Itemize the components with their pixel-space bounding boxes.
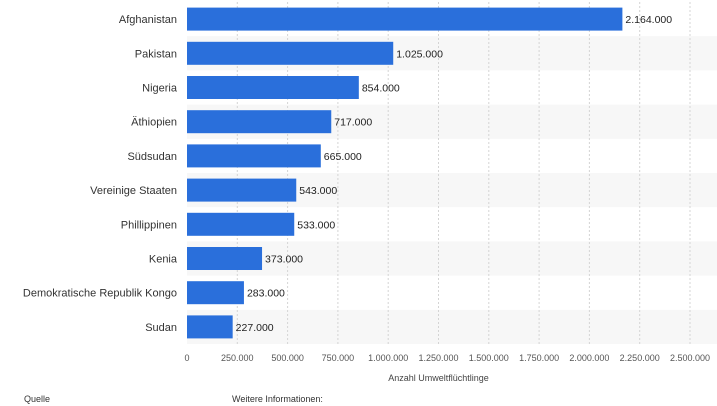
category-label: Pakistan (135, 48, 177, 60)
value-label: 533.000 (297, 219, 335, 231)
value-label: 2.164.000 (625, 14, 672, 26)
bar (187, 110, 332, 134)
value-label: 1.025.000 (396, 48, 443, 60)
bar (187, 281, 244, 305)
category-label: Demokratische Republik Kongo (23, 288, 177, 300)
source-link[interactable]: Quelle (24, 394, 51, 404)
tick-label: 1.500.000 (469, 353, 509, 363)
value-label: 283.000 (247, 288, 285, 300)
value-label: 717.000 (334, 117, 372, 129)
value-label: 227.000 (236, 322, 274, 334)
bar (187, 41, 394, 65)
bar (187, 7, 623, 31)
value-label: 543.000 (299, 185, 337, 197)
category-label: Sudan (145, 322, 177, 334)
tick-label: 750.000 (322, 353, 355, 363)
category-label: Phillippinen (121, 219, 177, 231)
value-label: 373.000 (265, 254, 303, 266)
tick-label: 1.750.000 (519, 353, 559, 363)
bar (187, 247, 263, 270)
bar (187, 212, 295, 236)
category-label: Südsudan (127, 151, 177, 163)
bar (187, 144, 321, 168)
row-band (187, 241, 717, 276)
chart-footer: Quelle Weitere Informationen: (0, 394, 717, 406)
category-label: Äthiopien (131, 117, 177, 129)
tick-label: 500.000 (271, 353, 304, 363)
bar (187, 315, 233, 339)
tick-label: 1.250.000 (418, 353, 458, 363)
row-band (187, 309, 717, 344)
bar (187, 76, 359, 99)
bar (187, 178, 297, 202)
category-label: Nigeria (142, 83, 178, 95)
category-label: Kenia (149, 254, 178, 266)
value-label: 854.000 (362, 83, 400, 95)
tick-label: 2.000.000 (569, 353, 609, 363)
x-axis-title: Anzahl Umweltflüchtlinge (388, 373, 489, 383)
more-info-link[interactable]: Weitere Informationen: (232, 394, 323, 404)
tick-label: 2.250.000 (620, 353, 660, 363)
category-label: Vereinige Staaten (90, 185, 177, 197)
tick-label: 0 (184, 353, 189, 363)
value-label: 665.000 (324, 151, 362, 163)
tick-label: 2.500.000 (670, 353, 710, 363)
category-label: Afghanistan (119, 14, 177, 26)
tick-label: 1.000.000 (368, 353, 408, 363)
tick-label: 250.000 (221, 353, 254, 363)
